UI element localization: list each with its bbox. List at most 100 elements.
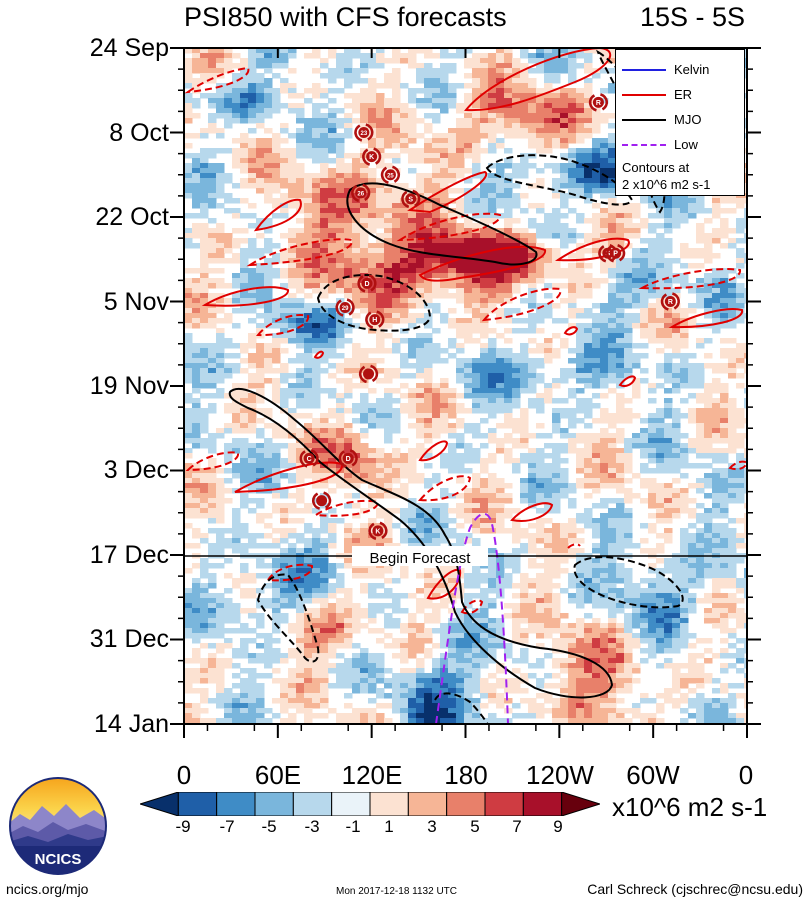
- shading-cell: [496, 378, 505, 384]
- shading-cell: [384, 303, 393, 309]
- shading-cell: [592, 113, 601, 119]
- shading-cell: [416, 513, 425, 519]
- shading-cell: [208, 268, 217, 274]
- shading-cell: [368, 253, 377, 259]
- shading-cell: [184, 268, 193, 274]
- shading-cell: [184, 358, 193, 364]
- shading-cell: [512, 233, 521, 239]
- shading-cell: [520, 433, 529, 439]
- shading-cell: [592, 328, 601, 334]
- shading-cell: [592, 453, 601, 459]
- shading-cell: [256, 388, 265, 394]
- shading-cell: [592, 458, 601, 464]
- shading-cell: [336, 223, 345, 229]
- shading-cell: [248, 353, 257, 359]
- shading-cell: [664, 293, 673, 299]
- shading-cell: [560, 203, 569, 209]
- shading-cell: [664, 288, 673, 294]
- shading-cell: [576, 138, 585, 144]
- shading-cell: [624, 323, 633, 329]
- shading-cell: [376, 293, 385, 299]
- shading-cell: [264, 143, 273, 149]
- shading-cell: [368, 458, 377, 464]
- shading-cell: [264, 63, 273, 69]
- shading-cell: [488, 458, 497, 464]
- shading-cell: [712, 508, 721, 514]
- shading-cell: [696, 483, 705, 489]
- shading-cell: [304, 363, 313, 369]
- shading-cell: [216, 353, 225, 359]
- shading-cell: [664, 528, 673, 534]
- shading-cell: [568, 448, 577, 454]
- shading-cell: [224, 488, 233, 494]
- shading-cell: [336, 163, 345, 169]
- shading-cell: [408, 348, 417, 354]
- shading-cell: [576, 513, 585, 519]
- shading-cell: [616, 418, 625, 424]
- shading-cell: [536, 348, 545, 354]
- shading-cell: [568, 418, 577, 424]
- shading-cell: [536, 453, 545, 459]
- shading-cell: [480, 178, 489, 184]
- shading-cell: [536, 138, 545, 144]
- shading-cell: [616, 363, 625, 369]
- shading-cell: [512, 373, 521, 379]
- shading-cell: [248, 413, 257, 419]
- shading-cell: [352, 478, 361, 484]
- shading-cell: [304, 118, 313, 124]
- shading-cell: [368, 193, 377, 199]
- shading-cell: [592, 358, 601, 364]
- shading-cell: [416, 78, 425, 84]
- shading-cell: [280, 298, 289, 304]
- shading-cell: [464, 458, 473, 464]
- shading-cell: [392, 523, 401, 529]
- shading-cell: [336, 183, 345, 189]
- shading-cell: [448, 463, 457, 469]
- shading-cell: [368, 178, 377, 184]
- shading-cell: [248, 163, 257, 169]
- shading-cell: [360, 348, 369, 354]
- shading-cell: [280, 368, 289, 374]
- shading-cell: [600, 168, 609, 174]
- shading-cell: [648, 513, 657, 519]
- shading-cell: [264, 78, 273, 84]
- shading-cell: [416, 348, 425, 354]
- shading-cell: [472, 193, 481, 199]
- shading-cell: [184, 103, 193, 109]
- shading-cell: [352, 158, 361, 164]
- shading-cell: [464, 188, 473, 194]
- shading-cell: [640, 498, 649, 504]
- shading-cell: [656, 503, 665, 509]
- shading-cell: [648, 278, 657, 284]
- shading-cell: [384, 263, 393, 269]
- shading-cell: [608, 498, 617, 504]
- shading-cell: [680, 363, 689, 369]
- shading-cell: [560, 118, 569, 124]
- shading-cell: [440, 458, 449, 464]
- shading-cell: [264, 188, 273, 194]
- shading-cell: [496, 278, 505, 284]
- shading-cell: [272, 98, 281, 104]
- shading-cell: [208, 488, 217, 494]
- shading-cell: [192, 368, 201, 374]
- shading-cell: [632, 288, 641, 294]
- shading-cell: [592, 438, 601, 444]
- shading-cell: [400, 128, 409, 134]
- shading-cell: [208, 98, 217, 104]
- shading-cell: [320, 343, 329, 349]
- shading-cell: [624, 458, 633, 464]
- shading-cell: [504, 513, 513, 519]
- shading-cell: [240, 398, 249, 404]
- shading-cell: [528, 248, 537, 254]
- shading-cell: [552, 303, 561, 309]
- shading-cell: [320, 268, 329, 274]
- shading-cell: [208, 468, 217, 474]
- shading-cell: [520, 278, 529, 284]
- shading-cell: [584, 183, 593, 189]
- shading-cell: [536, 363, 545, 369]
- shading-cell: [352, 203, 361, 209]
- shading-cell: [656, 453, 665, 459]
- shading-cell: [184, 478, 193, 484]
- shading-cell: [184, 143, 193, 149]
- shading-cell: [640, 478, 649, 484]
